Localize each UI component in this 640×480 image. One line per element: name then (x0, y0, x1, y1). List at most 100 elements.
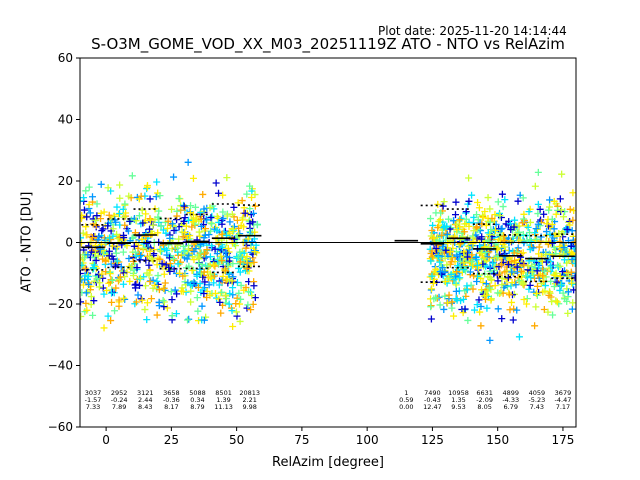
scatter-point (219, 272, 227, 280)
scatter-point (150, 250, 158, 258)
bin-mean-label: -4.33 (502, 396, 519, 404)
scatter-point (80, 206, 88, 214)
bin-count-label: 4899 (502, 389, 519, 397)
scatter-point (241, 209, 249, 217)
scatter-point (527, 274, 535, 282)
scatter-point (219, 214, 227, 222)
scatter-point (90, 297, 98, 305)
scatter-point (115, 296, 123, 304)
scatter-point (184, 158, 192, 166)
scatter-point (143, 269, 151, 277)
scatter-point (479, 278, 487, 286)
scatter-point (437, 268, 445, 276)
scatter-point (477, 235, 485, 243)
scatter-point (532, 289, 540, 297)
scatter-point (153, 261, 161, 269)
scatter-point (154, 272, 162, 280)
scatter-point (510, 223, 518, 231)
scatter-point (97, 180, 105, 188)
scatter-point (107, 317, 115, 325)
scatter-point (519, 219, 527, 227)
scatter-point (166, 254, 174, 262)
scatter-point (126, 217, 134, 225)
scatter-point (460, 248, 468, 256)
scatter-point (461, 305, 469, 313)
scatter-point (251, 294, 259, 302)
scatter-point (92, 216, 100, 224)
scatter-point (204, 262, 212, 270)
scatter-point (228, 210, 236, 218)
scatter-point (437, 209, 445, 217)
scatter-point (466, 268, 474, 276)
scatter-point (489, 259, 497, 267)
scatter-point (181, 228, 189, 236)
bin-mean-label: -0.43 (424, 396, 441, 404)
scatter-point (571, 238, 576, 246)
scatter-point (228, 277, 236, 285)
scatter-point (146, 247, 154, 255)
scatter-point (550, 234, 558, 242)
scatter-point (496, 212, 504, 220)
scatter-point (492, 240, 500, 248)
scatter-point (457, 257, 465, 265)
scatter-point (208, 220, 216, 228)
scatter-point (140, 273, 148, 281)
scatter-point (109, 255, 117, 263)
scatter-point (498, 315, 506, 323)
scatter-point (122, 209, 130, 217)
scatter-point (80, 194, 88, 202)
scatter-point (127, 216, 135, 224)
scatter-point (215, 189, 223, 197)
scatter-point (91, 253, 99, 261)
scatter-point (236, 268, 244, 276)
scatter-point (146, 278, 154, 286)
scatter-point (104, 222, 112, 230)
scatter-point (203, 246, 211, 254)
scatter-point (200, 316, 208, 324)
scatter-point (447, 224, 455, 232)
scatter-point (233, 279, 241, 287)
scatter-point (464, 316, 472, 324)
scatter-point (447, 270, 455, 278)
scatter-point (154, 229, 162, 237)
scatter-point (143, 185, 151, 193)
scatter-point (135, 275, 143, 283)
scatter-point (224, 244, 232, 252)
scatter-point (571, 259, 576, 267)
scatter-point (483, 253, 491, 261)
scatter-point (486, 205, 494, 213)
scatter-point (116, 181, 124, 189)
scatter-point (501, 268, 509, 276)
bin-sd-label: 11.13 (214, 403, 233, 411)
y-tick-label: 20 (58, 174, 73, 188)
scatter-point (200, 234, 208, 242)
scatter-point (484, 243, 492, 251)
scatter-point (180, 217, 188, 225)
scatter-point (560, 213, 568, 221)
scatter-point (200, 290, 208, 298)
scatter-point (185, 251, 193, 259)
scatter-point (208, 242, 216, 250)
scatter-point (139, 244, 147, 252)
scatter-point (115, 210, 123, 218)
scatter-point (252, 247, 260, 255)
scatter-point (249, 209, 257, 217)
scatter-point (452, 295, 460, 303)
scatter-point (249, 218, 257, 226)
scatter-point (111, 307, 119, 315)
scatter-point (159, 296, 167, 304)
scatter-point (113, 257, 121, 265)
scatter-point (531, 182, 539, 190)
scatter-point (463, 253, 471, 261)
scatter-point (519, 279, 527, 287)
scatter-point (173, 290, 181, 298)
scatter-point (428, 247, 436, 255)
scatter-point (108, 298, 116, 306)
scatter-point (523, 300, 531, 308)
scatter-point (501, 237, 509, 245)
y-tick-label: −40 (48, 359, 73, 373)
scatter-point (447, 248, 455, 256)
scatter-point (119, 248, 127, 256)
scatter-point (539, 272, 547, 280)
scatter-point (217, 252, 225, 260)
